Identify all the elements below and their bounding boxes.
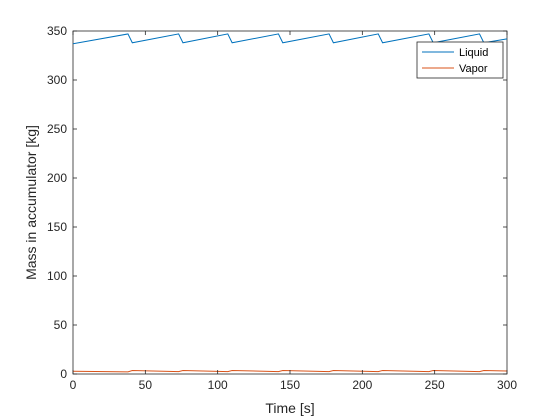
ticks-layer: 0 50 100 150 200 250 300 0 50 100 150 200 250 300 350 <box>47 24 517 392</box>
y-tick-label: 250 <box>47 122 67 136</box>
series-layer <box>73 33 507 373</box>
x-tick-label: 250 <box>425 378 445 392</box>
y-tick-label: 0 <box>60 367 67 381</box>
x-tick-label: 50 <box>139 378 153 392</box>
x-tick-label: 200 <box>352 378 372 392</box>
series-line-liquid <box>73 33 507 45</box>
legend-box <box>416 41 504 79</box>
legend-label-liquid: Liquid <box>459 47 488 59</box>
y-tick-label: 300 <box>47 73 67 87</box>
axes-box <box>72 30 508 375</box>
legend: Liquid Vapor <box>416 41 504 79</box>
y-tick-label: 50 <box>54 318 68 332</box>
y-axis-label: Mass in accumulator [kg] <box>23 125 39 280</box>
y-tick-label: 100 <box>47 269 67 283</box>
y-tick-label: 350 <box>47 24 67 38</box>
y-tick-label: 150 <box>47 220 67 234</box>
x-tick-label: 0 <box>70 378 77 392</box>
x-axis-label: Time [s] <box>265 400 314 416</box>
x-tick-label: 300 <box>497 378 517 392</box>
x-tick-label: 100 <box>208 378 228 392</box>
x-tick-label: 150 <box>280 378 300 392</box>
legend-label-vapor: Vapor <box>459 63 488 75</box>
series-line-vapor <box>73 369 507 373</box>
plot-area <box>72 30 508 375</box>
labels-layer: Time [s] Mass in accumulator [kg] <box>23 125 315 416</box>
y-tick-label: 200 <box>47 171 67 185</box>
